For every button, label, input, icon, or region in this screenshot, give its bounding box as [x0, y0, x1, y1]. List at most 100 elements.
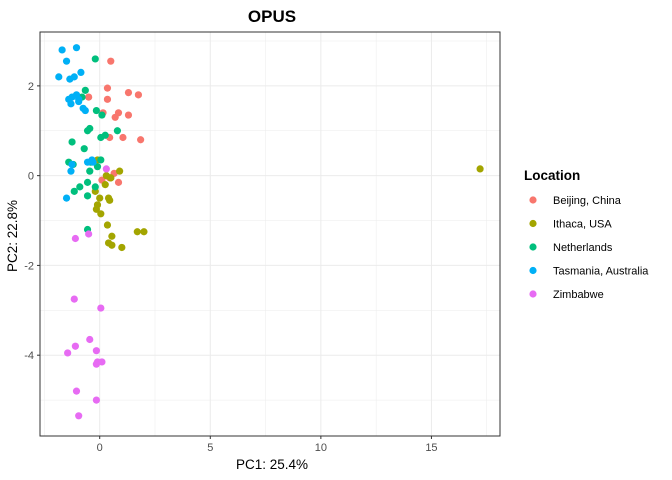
- y-tick-label: 0: [28, 171, 34, 183]
- point-zimbabwe: [72, 387, 81, 395]
- point-tasmania-australia: [89, 158, 97, 166]
- point-zimbabwe: [71, 342, 79, 350]
- point-tasmania-australia: [81, 106, 89, 115]
- point-ithaca-usa: [107, 174, 115, 182]
- point-zimbabwe: [102, 165, 110, 173]
- point-zimbabwe: [92, 347, 100, 355]
- point-beijing-china: [124, 111, 133, 119]
- legend-key-zimbabwe: [529, 290, 537, 298]
- point-zimbabwe: [98, 358, 106, 366]
- point-tasmania-australia: [72, 44, 81, 52]
- point-ithaca-usa: [476, 165, 484, 173]
- point-beijing-china: [107, 57, 115, 65]
- legend-label-zimbabwe: Zimbabwe: [553, 289, 604, 301]
- point-beijing-china: [103, 95, 112, 103]
- x-tick-label: 0: [97, 442, 103, 454]
- point-zimbabwe: [71, 234, 79, 243]
- point-beijing-china: [124, 89, 133, 97]
- x-tick-label: 5: [207, 442, 213, 454]
- point-tasmania-australia: [62, 194, 71, 202]
- x-tick-label: 10: [315, 442, 327, 454]
- x-axis-title: PC1: 25.4%: [236, 457, 308, 472]
- point-netherlands: [81, 86, 89, 94]
- point-beijing-china: [137, 136, 145, 144]
- y-axis-title: PC2: 22.8%: [5, 200, 20, 272]
- point-beijing-china: [103, 84, 112, 92]
- point-ithaca-usa: [118, 243, 126, 252]
- plot-panel-border: [39, 31, 501, 437]
- point-netherlands: [113, 127, 122, 135]
- point-ithaca-usa: [108, 241, 116, 249]
- y-tick-label: 2: [28, 81, 34, 93]
- plot-panel: [40, 32, 500, 436]
- legend-key-tasmania-australia: [529, 266, 537, 275]
- point-zimbabwe: [86, 335, 94, 344]
- point-netherlands: [92, 106, 100, 115]
- legend: Location Beijing, China Ithaca, USA Nether…: [524, 168, 649, 301]
- point-ithaca-usa: [103, 221, 112, 229]
- point-ithaca-usa: [106, 196, 114, 204]
- point-zimbabwe: [92, 360, 100, 368]
- point-ithaca-usa: [140, 228, 148, 236]
- point-ithaca-usa: [133, 228, 141, 236]
- x-tick-label: 15: [425, 442, 437, 454]
- y-tick-label: -2: [24, 260, 34, 272]
- point-tasmania-australia: [68, 160, 76, 169]
- point-beijing-china: [134, 91, 143, 99]
- point-zimbabwe: [92, 396, 100, 404]
- point-netherlands: [91, 55, 99, 63]
- point-netherlands: [93, 163, 102, 171]
- point-netherlands: [83, 178, 92, 186]
- legend-items: Beijing, China Ithaca, USA Netherlands Tasm…: [529, 195, 649, 301]
- point-zimbabwe: [64, 349, 72, 357]
- point-netherlands: [97, 156, 105, 164]
- point-beijing-china: [114, 109, 123, 117]
- point-netherlands: [91, 183, 99, 191]
- legend-label-beijing-china: Beijing, China: [553, 195, 622, 207]
- y-tick-label: -4: [24, 350, 34, 362]
- point-zimbabwe: [70, 295, 78, 303]
- legend-key-beijing-china: [529, 196, 537, 204]
- point-netherlands: [76, 183, 84, 191]
- point-tasmania-australia: [67, 100, 75, 108]
- data-points: [55, 44, 484, 420]
- point-tasmania-australia: [62, 57, 71, 65]
- point-ithaca-usa: [96, 194, 104, 202]
- point-ithaca-usa: [108, 232, 116, 240]
- legend-title: Location: [524, 168, 580, 183]
- point-netherlands: [68, 138, 76, 146]
- point-tasmania-australia: [55, 73, 63, 81]
- point-beijing-china: [114, 178, 123, 186]
- point-zimbabwe: [97, 304, 105, 312]
- legend-key-netherlands: [529, 243, 537, 251]
- x-axis-ticks: 0 5 10 15: [97, 436, 438, 454]
- point-ithaca-usa: [116, 167, 124, 175]
- point-ithaca-usa: [101, 181, 109, 189]
- legend-label-ithaca-usa: Ithaca, USA: [553, 219, 612, 231]
- legend-label-tasmania-australia: Tasmania, Australia: [553, 266, 649, 278]
- point-tasmania-australia: [83, 158, 92, 166]
- point-beijing-china: [119, 133, 127, 142]
- legend-label-netherlands: Netherlands: [553, 242, 613, 254]
- point-ithaca-usa: [92, 205, 100, 213]
- point-netherlands: [83, 192, 92, 200]
- point-netherlands: [98, 111, 106, 119]
- point-zimbabwe: [75, 412, 83, 420]
- point-tasmania-australia: [77, 68, 85, 76]
- point-beijing-china: [85, 93, 93, 101]
- point-tasmania-australia: [75, 97, 83, 106]
- point-netherlands: [86, 167, 94, 175]
- legend-key-ithaca-usa: [529, 219, 537, 228]
- chart-title: OPUS: [248, 7, 296, 26]
- point-netherlands: [70, 187, 78, 195]
- point-netherlands: [83, 127, 92, 135]
- point-netherlands: [80, 145, 88, 153]
- point-ithaca-usa: [97, 210, 105, 218]
- point-tasmania-australia: [67, 167, 75, 175]
- point-tasmania-australia: [66, 75, 74, 83]
- point-tasmania-australia: [58, 46, 66, 54]
- y-axis-ticks: 2 0 -2 -4: [24, 81, 40, 362]
- point-zimbabwe: [85, 230, 93, 238]
- point-netherlands: [97, 133, 105, 142]
